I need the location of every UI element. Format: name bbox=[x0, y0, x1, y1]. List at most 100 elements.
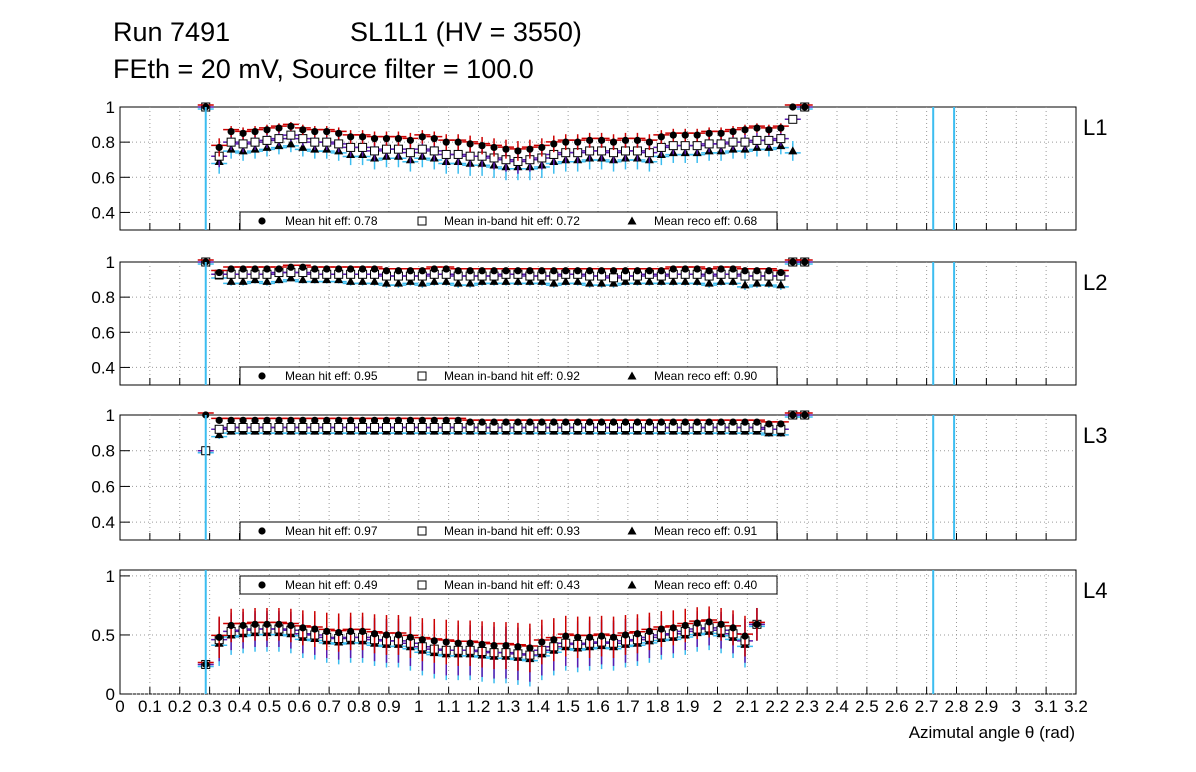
hit-eff-marker bbox=[597, 632, 606, 640]
hit-eff-marker bbox=[753, 267, 761, 275]
x-tick-label: 0.3 bbox=[198, 697, 222, 716]
reco-eff-marker bbox=[680, 276, 690, 285]
hit-eff-marker bbox=[729, 265, 737, 273]
hit-eff-marker bbox=[215, 268, 223, 277]
hit-eff-marker bbox=[251, 265, 259, 273]
hit-eff-marker bbox=[454, 416, 462, 424]
hit-eff-marker bbox=[394, 631, 403, 639]
reco-eff-marker bbox=[298, 142, 308, 151]
reco-eff-marker bbox=[537, 276, 547, 285]
x-tick-label: 3 bbox=[1012, 697, 1021, 716]
hit-eff-marker bbox=[801, 103, 809, 111]
y-tick-label: 0.4 bbox=[91, 203, 115, 222]
inband-eff-marker bbox=[692, 141, 702, 151]
hit-eff-marker bbox=[299, 126, 307, 134]
y-tick-label: 0.4 bbox=[91, 513, 115, 532]
reco-eff-marker bbox=[346, 276, 356, 285]
inband-eff-marker bbox=[310, 137, 320, 147]
hit-eff-marker bbox=[227, 128, 235, 136]
hit-eff-marker bbox=[609, 267, 618, 275]
legend-box bbox=[239, 521, 778, 541]
hit-eff-marker bbox=[275, 416, 283, 424]
hit-eff-marker bbox=[370, 265, 379, 273]
inband-eff-marker bbox=[597, 146, 607, 156]
hit-eff-marker bbox=[633, 418, 642, 426]
x-tick-label: 0.6 bbox=[287, 697, 311, 716]
hit-eff-marker bbox=[454, 267, 462, 275]
hit-eff-marker bbox=[621, 136, 630, 144]
hit-eff-marker bbox=[597, 267, 606, 275]
reco-eff-marker bbox=[393, 278, 403, 287]
hit-eff-marker bbox=[323, 265, 331, 273]
reco-eff-marker bbox=[549, 278, 559, 287]
inband-eff-marker bbox=[381, 423, 391, 432]
x-tick-label: 1.8 bbox=[646, 697, 670, 716]
reco-eff-marker bbox=[429, 276, 439, 285]
hit-eff-marker bbox=[633, 267, 642, 275]
hit-eff-marker bbox=[502, 267, 510, 275]
hit-eff-marker bbox=[741, 126, 749, 134]
hit-eff-marker bbox=[215, 633, 223, 641]
hit-eff-marker bbox=[717, 265, 725, 273]
x-tick-label: 1.5 bbox=[556, 697, 580, 716]
inband-eff-marker bbox=[417, 580, 427, 590]
hit-eff-marker bbox=[550, 267, 558, 275]
hit-eff-marker bbox=[514, 267, 522, 275]
inband-eff-marker bbox=[322, 137, 332, 147]
hit-eff-marker bbox=[562, 418, 570, 426]
hit-eff-marker bbox=[258, 372, 266, 380]
hit-eff-marker bbox=[777, 420, 785, 428]
y-tick-label: 0.8 bbox=[91, 288, 115, 307]
reco-eff-marker bbox=[632, 276, 642, 285]
hit-eff-marker bbox=[609, 633, 618, 641]
hit-eff-marker bbox=[251, 128, 259, 136]
inband-eff-marker bbox=[358, 423, 368, 432]
hit-eff-marker bbox=[693, 619, 701, 627]
reco-eff-marker bbox=[286, 273, 296, 282]
y-tick-label: 1 bbox=[106, 98, 115, 117]
hit-eff-marker bbox=[621, 267, 630, 275]
hit-eff-marker bbox=[586, 633, 594, 641]
inband-eff-marker bbox=[262, 135, 272, 145]
hit-eff-marker bbox=[574, 267, 582, 275]
hit-eff-marker bbox=[753, 418, 761, 426]
reco-eff-marker bbox=[501, 276, 511, 285]
hit-eff-marker bbox=[478, 418, 486, 426]
reco-eff-marker bbox=[752, 278, 762, 287]
hit-eff-marker bbox=[311, 625, 319, 633]
hit-eff-marker bbox=[681, 131, 689, 139]
hit-eff-marker bbox=[299, 416, 307, 424]
reco-eff-marker bbox=[226, 276, 236, 285]
hit-eff-marker bbox=[251, 416, 259, 424]
hit-eff-marker bbox=[717, 418, 725, 426]
hit-eff-marker bbox=[586, 136, 594, 144]
hit-eff-marker bbox=[347, 416, 355, 424]
legend-entry-inband: Mean in-band hit eff: 0.43 bbox=[444, 578, 580, 592]
legend-entry-reco: Mean reco eff: 0.40 bbox=[654, 578, 758, 592]
hit-eff-marker bbox=[215, 143, 223, 152]
x-tick-label: 2 bbox=[713, 697, 722, 716]
inband-eff-marker bbox=[405, 148, 415, 158]
hit-eff-marker bbox=[478, 640, 486, 649]
panel-l1: 0.4 0.6 0.8 1 L1 Mean hit eff: 0.78 Mean in-ba… bbox=[91, 98, 1107, 231]
hit-eff-marker bbox=[251, 620, 259, 628]
reco-eff-marker bbox=[573, 276, 583, 285]
inband-eff-marker bbox=[405, 423, 415, 432]
hit-eff-marker bbox=[514, 418, 522, 426]
hit-eff-marker bbox=[258, 217, 266, 225]
panel-l2: 0.4 0.6 0.8 1 L2 Mean hit eff: 0.95 Mean in-ba… bbox=[91, 253, 1107, 386]
inband-eff-marker bbox=[752, 135, 762, 145]
layer-label: L3 bbox=[1083, 423, 1107, 448]
legend-box bbox=[239, 575, 778, 595]
x-tick-label: 3.2 bbox=[1064, 697, 1088, 716]
hit-eff-marker bbox=[526, 267, 534, 275]
hit-eff-marker bbox=[693, 265, 701, 273]
hit-eff-marker bbox=[406, 633, 414, 641]
reco-eff-marker bbox=[310, 275, 320, 284]
x-tick-label: 2.5 bbox=[855, 697, 879, 716]
inband-eff-marker bbox=[632, 146, 642, 156]
inband-eff-marker bbox=[274, 134, 284, 144]
reco-eff-marker bbox=[477, 276, 487, 285]
hit-eff-marker bbox=[335, 416, 343, 424]
x-tick-label: 2.7 bbox=[915, 697, 939, 716]
